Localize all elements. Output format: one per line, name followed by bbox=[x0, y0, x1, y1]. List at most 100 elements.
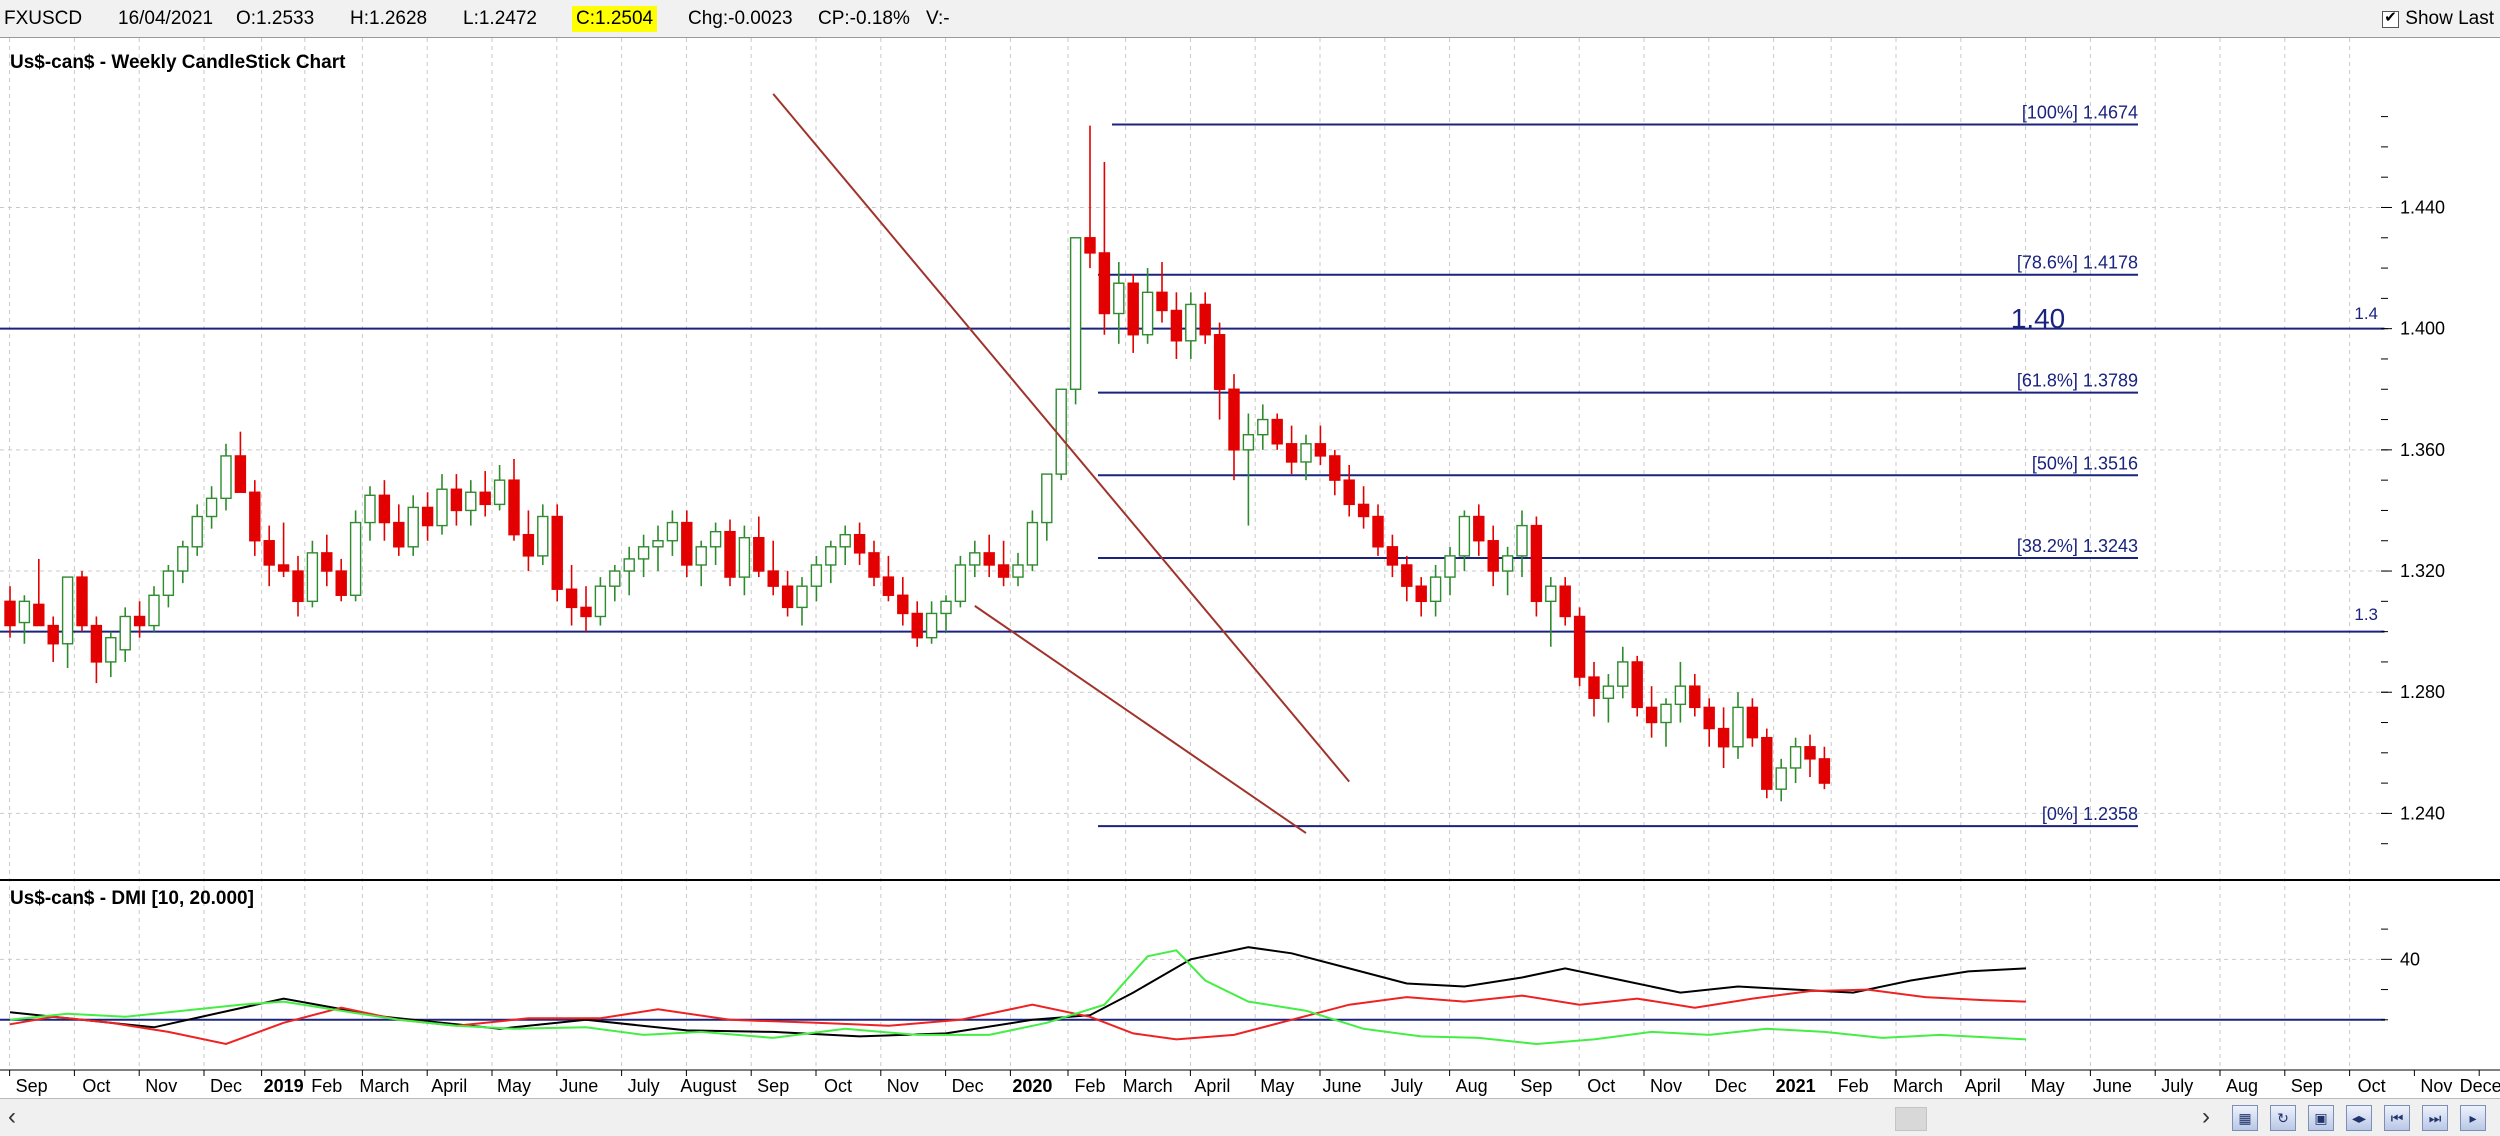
change-pct-value: CP:-0.18% bbox=[818, 8, 910, 29]
price-tick-label: 1.280 bbox=[2400, 682, 2445, 702]
candle-up bbox=[465, 491, 477, 512]
candle-up bbox=[1602, 685, 1615, 699]
candle-up bbox=[1113, 282, 1125, 315]
time-axis-label: Oct bbox=[824, 1076, 852, 1096]
candle-up bbox=[1012, 564, 1024, 578]
candle-down bbox=[234, 455, 247, 493]
show-last-checkbox[interactable] bbox=[2382, 8, 2400, 28]
candle-down bbox=[1487, 540, 1499, 572]
axis-tag-1-3: 1.3 bbox=[2354, 605, 2378, 624]
candle-up bbox=[825, 546, 837, 566]
time-axis-label: Nov bbox=[887, 1076, 919, 1096]
time-axis-label: April bbox=[431, 1076, 467, 1096]
candle-down bbox=[1228, 388, 1240, 451]
candle-up bbox=[1257, 418, 1269, 436]
volume-value: V:- bbox=[926, 8, 950, 29]
candle-down bbox=[522, 533, 535, 557]
candle-down bbox=[277, 564, 290, 572]
close-value: C:1.2504 bbox=[572, 6, 658, 32]
candle-down bbox=[1415, 585, 1427, 603]
price-chart-title: Us$-can$ - Weekly CandleStick Chart bbox=[10, 52, 346, 73]
time-axis-label: Oct bbox=[2358, 1076, 2386, 1096]
candle-down bbox=[997, 564, 1010, 578]
symbol-label: FXUSCD bbox=[4, 8, 83, 29]
candle-up bbox=[1458, 515, 1471, 557]
candle-up bbox=[1674, 685, 1687, 706]
dmi-indicator bbox=[0, 946, 2385, 1046]
candle-down bbox=[1084, 237, 1096, 254]
candle-down bbox=[292, 570, 304, 603]
candle-down bbox=[1645, 706, 1658, 724]
candle-down bbox=[1329, 455, 1341, 481]
candle-up bbox=[1545, 585, 1557, 603]
candle-down bbox=[1357, 503, 1370, 518]
time-axis-label: Aug bbox=[1456, 1076, 1488, 1096]
candle-up bbox=[940, 600, 952, 615]
time-axis-label: Aug bbox=[2226, 1076, 2258, 1096]
time-axis-label: April bbox=[1965, 1076, 2001, 1096]
candle-down bbox=[1156, 291, 1168, 312]
time-axis-label: Dec bbox=[210, 1076, 242, 1096]
show-last-toggle[interactable]: Show Last bbox=[2382, 6, 2494, 32]
candle-down bbox=[1804, 746, 1816, 760]
scroll-bar[interactable]: ‹ › ▦ ↻ ▣ ◂▸ ⏮ ⏭ ▸ bbox=[0, 1098, 2500, 1136]
candle-down bbox=[1098, 252, 1111, 315]
candle-down bbox=[1213, 334, 1226, 390]
fibonacci-retracement[interactable]: [100%] 1.4674 [78.6%] 1.4178 [61.8%] 1.378… bbox=[1098, 102, 2138, 828]
scroll-right-icon[interactable]: › bbox=[2202, 1103, 2210, 1130]
dmi-axis: 40 bbox=[2381, 928, 2420, 1021]
candle-up bbox=[1300, 443, 1312, 463]
time-axis-label: Nov bbox=[2420, 1076, 2452, 1096]
time-axis-label: March bbox=[1123, 1076, 1173, 1096]
trendlines[interactable] bbox=[772, 93, 1350, 834]
dmi-tick-label: 40 bbox=[2400, 949, 2420, 969]
candle-up bbox=[839, 533, 851, 548]
candle-up bbox=[537, 515, 549, 557]
zoom-fit-icon[interactable]: ▣ bbox=[2308, 1105, 2334, 1131]
candle-up bbox=[810, 564, 823, 587]
scroll-thumb[interactable] bbox=[1895, 1107, 1927, 1131]
candle-down bbox=[1372, 515, 1384, 548]
time-axis-label: Feb bbox=[311, 1076, 342, 1096]
candle-up bbox=[1516, 524, 1528, 557]
candle-down bbox=[335, 570, 347, 596]
candle-up bbox=[1026, 521, 1039, 566]
candle-down bbox=[1285, 443, 1298, 463]
trendline-upper bbox=[772, 93, 1350, 783]
refresh-icon[interactable]: ↻ bbox=[2270, 1105, 2296, 1131]
scroll-left-icon[interactable]: ‹ bbox=[8, 1103, 16, 1130]
candle-down bbox=[393, 521, 405, 548]
axis-tag-1-4: 1.4 bbox=[2354, 304, 2378, 323]
candle-down bbox=[1401, 564, 1413, 587]
candle-down bbox=[1271, 418, 1283, 445]
price-axis: 1.240 1.280 1.320 1.360 1.400 1.440 bbox=[2381, 38, 2445, 880]
time-axis-label: August bbox=[680, 1076, 736, 1096]
trendline-lower bbox=[974, 605, 1307, 834]
candle-down bbox=[551, 515, 563, 590]
candle-down bbox=[882, 576, 895, 596]
candle-up bbox=[1660, 703, 1672, 724]
scroll-both-icon[interactable]: ◂▸ bbox=[2346, 1105, 2372, 1131]
candle-down bbox=[1559, 585, 1571, 618]
candle-up bbox=[436, 488, 448, 527]
candle-up bbox=[306, 552, 319, 603]
fib-level-label: [38.2%] 1.3243 bbox=[2017, 536, 2138, 556]
jump-end-icon[interactable]: ⏭ bbox=[2422, 1105, 2448, 1131]
jump-start-icon[interactable]: ⏮ bbox=[2384, 1105, 2410, 1131]
candle-down bbox=[76, 576, 88, 627]
candle-down bbox=[479, 491, 491, 506]
candle-down bbox=[508, 479, 520, 536]
candle-down bbox=[263, 540, 275, 566]
time-axis-label: December bbox=[2460, 1076, 2500, 1096]
calendar-icon[interactable]: ▦ bbox=[2232, 1105, 2258, 1131]
candle-down bbox=[1703, 706, 1715, 730]
candle-up bbox=[105, 636, 117, 663]
chart-area: [100%] 1.4674 [78.6%] 1.4178 [61.8%] 1.378… bbox=[0, 38, 2500, 1098]
candle-down bbox=[1314, 443, 1327, 457]
time-axis-label: Sep bbox=[16, 1076, 48, 1096]
candle-up bbox=[652, 540, 664, 548]
candle-up bbox=[148, 594, 160, 627]
time-axis-label: Sep bbox=[757, 1076, 789, 1096]
play-icon[interactable]: ▸ bbox=[2460, 1105, 2486, 1131]
candle-up bbox=[1429, 576, 1442, 603]
